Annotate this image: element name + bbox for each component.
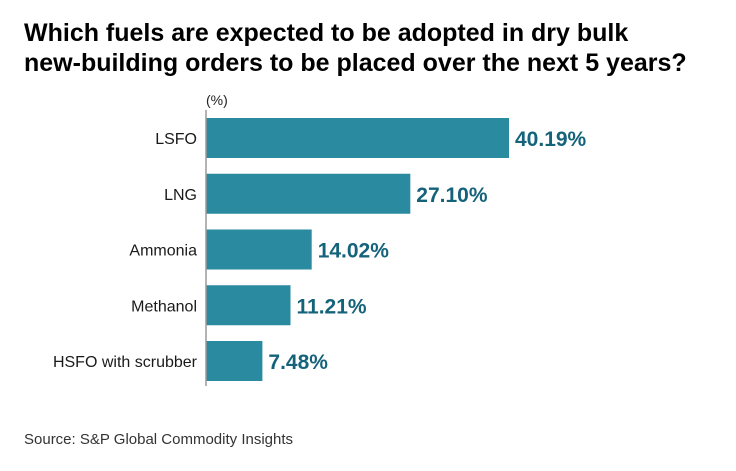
value-label-hsfo-with-scrubber: 7.48% (268, 351, 328, 374)
bar-hsfo-with-scrubber (206, 341, 263, 381)
bars-group: LSFO 40.19% LNG 27.10% Ammonia 14.02% Methanol… (53, 118, 587, 381)
value-label-ammonia: 14.02% (318, 240, 390, 263)
title-line-1: Which fuels are expected to be adopted i… (24, 19, 629, 47)
value-label-lng: 27.10% (416, 184, 488, 207)
bar-lsfo (206, 118, 509, 158)
source-note: Source: S&P Global Commodity Insights (24, 431, 294, 448)
category-label-ammonia: Ammonia (129, 243, 197, 260)
value-label-methanol: 11.21% (297, 295, 367, 318)
category-label-lng: LNG (164, 187, 197, 204)
category-label-methanol: Methanol (131, 298, 197, 315)
chart-title: Which fuels are expected to be adopted i… (24, 18, 724, 78)
bar-lng (206, 173, 411, 214)
bar-ammonia (206, 229, 312, 270)
category-label-lsfo: LSFO (155, 131, 197, 148)
category-label-hsfo-with-scrubber: HSFO with scrubber (53, 354, 198, 371)
bar-methanol (206, 285, 291, 326)
value-label-lsfo: 40.19% (515, 128, 587, 151)
unit-label: (%) (206, 92, 228, 108)
title-line-2: new-building orders to be placed over th… (24, 49, 687, 77)
